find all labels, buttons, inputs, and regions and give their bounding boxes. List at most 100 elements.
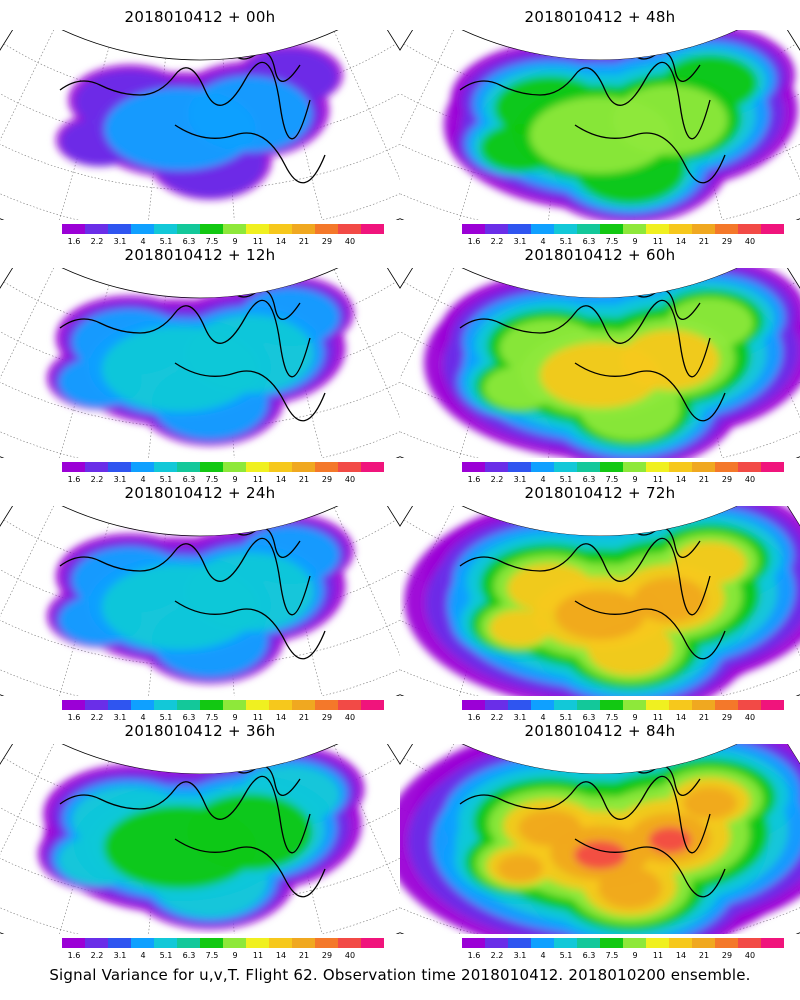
- colorbar-tick-label: 9: [232, 713, 238, 722]
- colorbar-swatch: [600, 700, 623, 710]
- colorbar-tick-label: 6.3: [182, 475, 196, 484]
- colorbar-swatch: [338, 224, 361, 234]
- colorbar-tick-label: 1.6: [67, 713, 81, 722]
- colorbar-swatch: [200, 700, 223, 710]
- colorbar-swatch: [462, 462, 485, 472]
- colorbar-swatch: [62, 700, 85, 710]
- colorbar-swatch: [269, 224, 292, 234]
- variance-field: [47, 513, 354, 684]
- colorbar-tick-label: 1.6: [67, 951, 81, 960]
- colorbar-tick-label: 29: [721, 713, 733, 722]
- panel-title: 2018010412 + 24h: [124, 484, 276, 502]
- colorbar-tick-label: 4: [540, 951, 546, 960]
- colorbar-swatch: [577, 700, 600, 710]
- colorbar: [62, 462, 384, 472]
- colorbar-swatch: [269, 462, 292, 472]
- colorbar-tick-label: 2.2: [490, 237, 504, 246]
- colorbar-swatch: [338, 938, 361, 948]
- colorbar-swatch: [200, 462, 223, 472]
- colorbar-tick-label: 21: [698, 713, 710, 722]
- map-sector: [0, 268, 400, 458]
- colorbar-tick-label: 6.3: [182, 951, 196, 960]
- colorbar-tick-label: 3.1: [513, 713, 527, 722]
- colorbar-swatch: [554, 224, 577, 234]
- colorbar-swatch: [577, 224, 600, 234]
- colorbar-tick-label: 29: [321, 951, 333, 960]
- colorbar-swatch: [315, 938, 338, 948]
- colorbar-tick-label: 4: [140, 713, 146, 722]
- colorbar-swatch: [177, 224, 200, 234]
- variance-field: [443, 30, 798, 220]
- colorbar-swatch: [131, 224, 154, 234]
- colorbar-tick-label: 29: [721, 475, 733, 484]
- colorbar-swatch: [738, 462, 761, 472]
- colorbar-tick-label: 7.5: [205, 951, 219, 960]
- panel-36h: 2018010412 + 36h 1.6 2.2 3.1 4 5.1 6.3 7.5 9 11 14…: [0, 716, 400, 960]
- colorbar-swatch: [177, 700, 200, 710]
- colorbar-swatch: [200, 938, 223, 948]
- colorbar-tick-label: 6.3: [582, 237, 596, 246]
- colorbar-swatch: [485, 700, 508, 710]
- colorbar-tick-label: 21: [698, 475, 710, 484]
- coastline: [59, 525, 326, 660]
- colorbar-tick-label: 4: [140, 475, 146, 484]
- colorbar-tick-label: 14: [275, 237, 287, 246]
- colorbar-swatch: [508, 700, 531, 710]
- colorbar-tick-label: 5.1: [159, 713, 173, 722]
- colorbar-tick-label: 29: [321, 713, 333, 722]
- colorbar-swatch: [508, 224, 531, 234]
- colorbar-swatch: [738, 938, 761, 948]
- colorbar-swatch: [315, 462, 338, 472]
- colorbar-tick-label: 21: [698, 951, 710, 960]
- colorbar-tick-label: 14: [275, 951, 287, 960]
- colorbar-swatch: [361, 224, 384, 234]
- colorbar-tick-label: 5.1: [559, 475, 573, 484]
- panel-title: 2018010412 + 00h: [124, 8, 276, 26]
- colorbar-tick-label: 1.6: [467, 237, 481, 246]
- colorbar-tick-label: 21: [298, 475, 310, 484]
- colorbar-tick-label: 7.5: [205, 713, 219, 722]
- colorbar-tick-label: 29: [721, 951, 733, 960]
- colorbar-swatch: [738, 224, 761, 234]
- colorbar-tick-label: 9: [632, 713, 638, 722]
- colorbar-swatch: [623, 224, 646, 234]
- colorbar-swatch: [200, 224, 223, 234]
- panel-12h: 2018010412 + 12h 1.6 2.2 3.1 4 5.1 6.3 7.5 9 11 14…: [0, 240, 400, 484]
- colorbar-swatch: [646, 224, 669, 234]
- colorbar-tick-label: 14: [275, 475, 287, 484]
- colorbar-swatch: [131, 700, 154, 710]
- colorbar-tick-label: 11: [252, 713, 264, 722]
- colorbar-tick-label: 40: [344, 475, 356, 484]
- colorbar-tick-label: 3.1: [113, 713, 127, 722]
- colorbar-tick-label: 5.1: [559, 713, 573, 722]
- panel-title: 2018010412 + 84h: [524, 722, 676, 740]
- panel-title: 2018010412 + 72h: [524, 484, 676, 502]
- colorbar-swatch: [646, 462, 669, 472]
- colorbar-swatch: [361, 938, 384, 948]
- colorbar-tick-label: 21: [298, 237, 310, 246]
- colorbar-swatch: [223, 224, 246, 234]
- colorbar: [462, 462, 784, 472]
- colorbar-swatch: [177, 462, 200, 472]
- panel-title: 2018010412 + 60h: [524, 246, 676, 264]
- panel-72h: 2018010412 + 72h 1.6 2.2 3.1 4 5.1 6.3 7.5 9 11 14…: [400, 478, 800, 722]
- colorbar-swatch: [508, 462, 531, 472]
- colorbar-tick-label: 11: [652, 713, 664, 722]
- colorbar-tick-label: 9: [632, 237, 638, 246]
- colorbar-labels: 1.6 2.2 3.1 4 5.1 6.3 7.5 9 11 14 21 29 40: [462, 475, 761, 485]
- figure-caption: Signal Variance for u,v,T. Flight 62. Ob…: [49, 966, 751, 984]
- colorbar-swatch: [85, 700, 108, 710]
- map-sector: [0, 506, 400, 696]
- colorbar-swatch: [531, 938, 554, 948]
- colorbar-swatch: [692, 700, 715, 710]
- colorbar-tick-label: 14: [675, 951, 687, 960]
- colorbar-tick-label: 5.1: [559, 951, 573, 960]
- colorbar-tick-label: 7.5: [605, 951, 619, 960]
- colorbar-swatch: [485, 462, 508, 472]
- colorbar-labels: 1.6 2.2 3.1 4 5.1 6.3 7.5 9 11 14 21 29 40: [62, 951, 361, 961]
- colorbar-swatch: [669, 938, 692, 948]
- panel-00h: 2018010412 + 00h 1.6 2.2 3.1 4 5.1 6.3 7.5 9 11 14…: [0, 2, 400, 246]
- colorbar-swatch: [292, 938, 315, 948]
- colorbar-labels: 1.6 2.2 3.1 4 5.1 6.3 7.5 9 11 14 21 29 40: [62, 713, 361, 723]
- colorbar-tick-label: 14: [675, 475, 687, 484]
